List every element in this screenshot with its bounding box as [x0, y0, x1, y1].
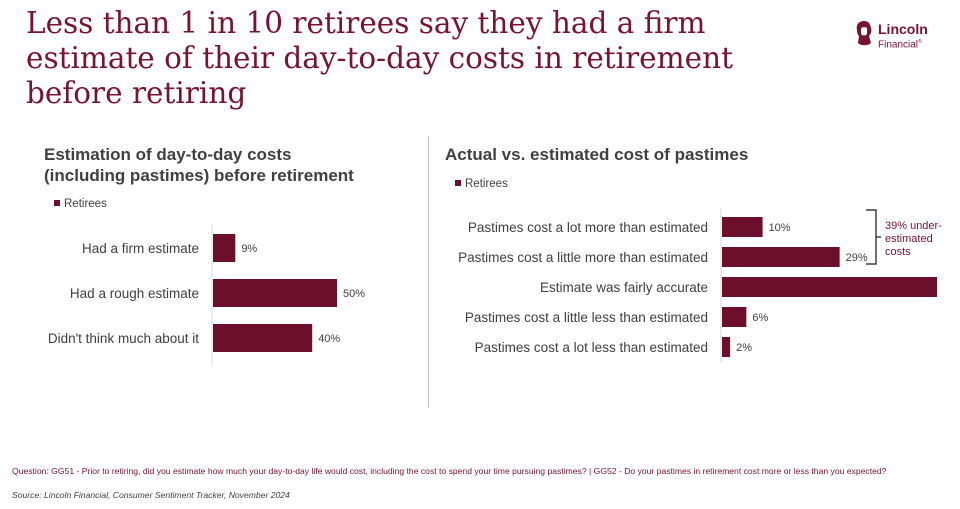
category-label: Pastimes cost a lot more than estimated: [468, 220, 708, 235]
chart-divider: [428, 136, 429, 408]
headline: Less than 1 in 10 retirees say they had …: [26, 6, 733, 110]
lincoln-portrait-icon: [856, 21, 872, 46]
category-label: Pastimes cost a little more than estimat…: [458, 250, 708, 265]
chart-title-estimation: Estimation of day-to-day costs (including…: [44, 145, 354, 185]
logo-wordmark: Lincoln: [878, 21, 928, 37]
category-label: Had a firm estimate: [82, 241, 199, 256]
category-label: Pastimes cost a lot less than estimated: [475, 340, 708, 355]
bar: [213, 324, 313, 352]
legend-swatch: [54, 200, 60, 206]
bar: [722, 337, 731, 357]
question-footnote: Question: GG51 - Prior to retiring, did …: [12, 466, 887, 476]
bar-chart-right: Pastimes cost a lot more than estimated 1…: [458, 208, 937, 363]
bar: [722, 277, 937, 297]
value-label: 6%: [752, 312, 768, 324]
bar: [213, 279, 337, 307]
bar: [722, 247, 840, 267]
value-label: 10%: [769, 222, 791, 234]
legend-retirees-right: Retirees: [455, 177, 508, 191]
value-label: 2%: [736, 342, 752, 354]
category-label: Didn't think much about it: [48, 331, 199, 346]
value-label: 40%: [318, 333, 340, 345]
value-label: 29%: [846, 252, 868, 264]
bar: [722, 307, 747, 327]
legend-retirees-left: Retirees: [54, 197, 107, 211]
bar: [722, 217, 763, 237]
under-estimated-bracket: [866, 209, 881, 265]
bar-chart-left: Had a firm estimate 9% Had a rough estimat…: [48, 225, 365, 365]
logo-subtitle: Financial®: [878, 39, 922, 51]
lincoln-financial-logo: Lincoln Financial®: [853, 19, 943, 51]
legend-swatch: [455, 180, 461, 186]
category-label: Estimate was fairly accurate: [540, 280, 708, 295]
source-footnote: Source: Lincoln Financial, Consumer Sent…: [12, 490, 290, 500]
under-estimated-annotation: 39% under-estimated costs: [885, 220, 942, 258]
bar: [213, 234, 236, 262]
value-label: 9%: [241, 243, 257, 255]
chart-title-pastimes: Actual vs. estimated cost of pastimes: [445, 145, 749, 164]
category-label: Pastimes cost a little less than estimat…: [465, 310, 708, 325]
category-label: Had a rough estimate: [70, 286, 199, 301]
value-label: 50%: [343, 288, 365, 300]
